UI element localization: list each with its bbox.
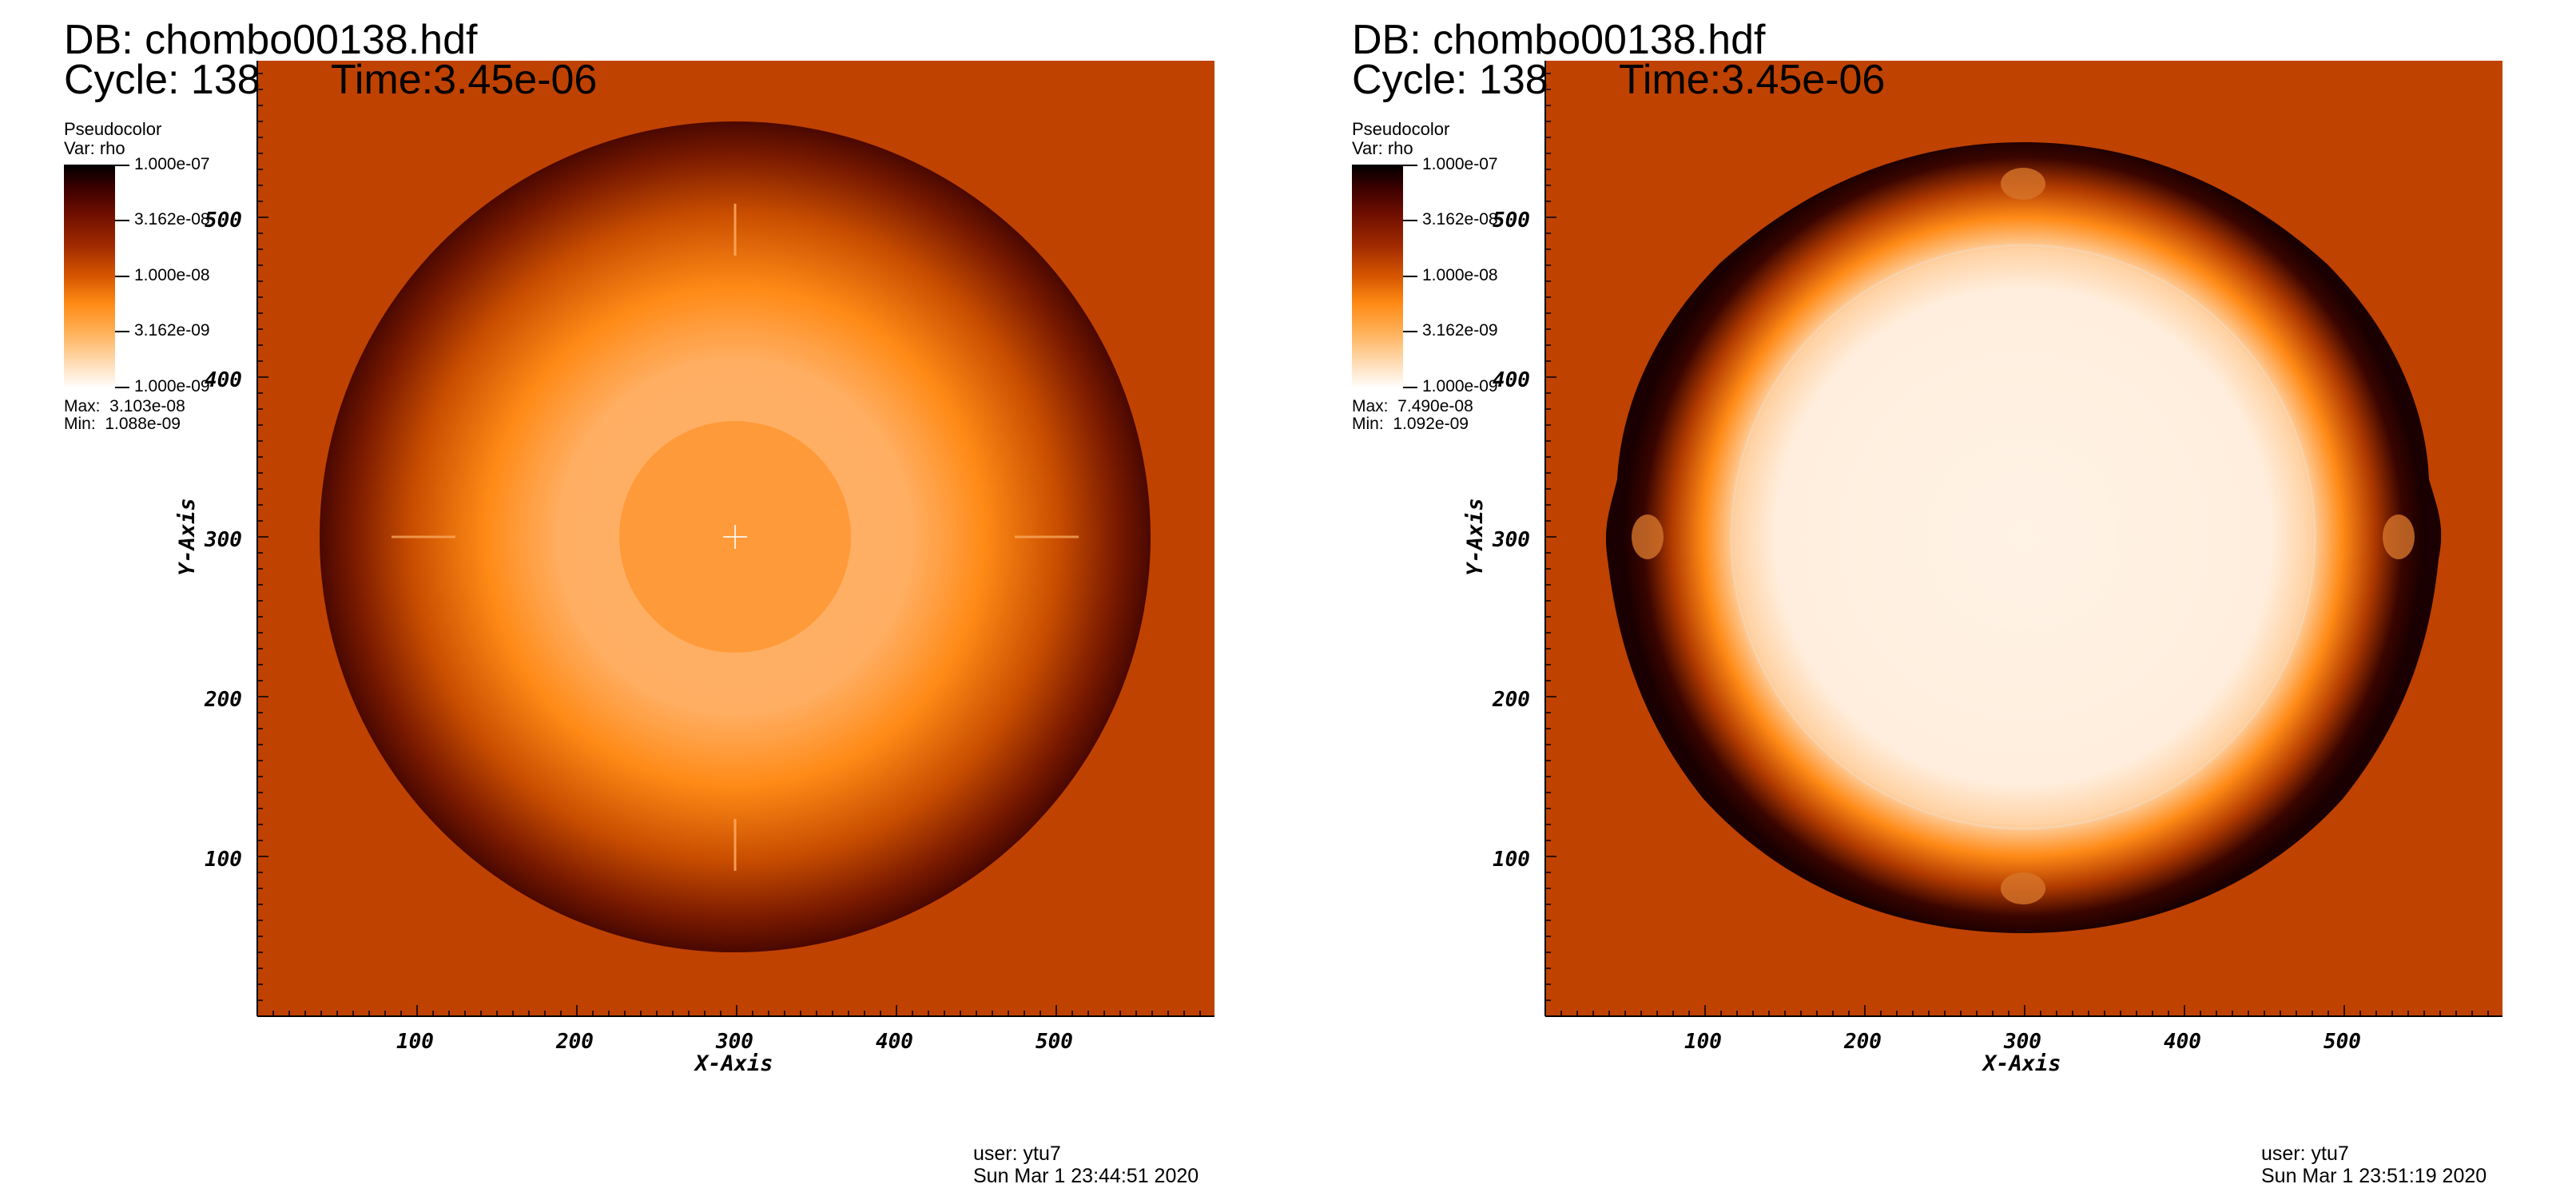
x-tick-label: 500 (1036, 1030, 1073, 1054)
colorbar-label: 3.162e-09 (1422, 321, 1498, 340)
colorbar-label: 1.000e-07 (1422, 155, 1498, 173)
x-tick-label: 300 (2004, 1030, 2041, 1054)
colorbar-label: 1.000e-08 (1422, 266, 1498, 284)
colorbar-label: 1.000e-08 (134, 266, 210, 284)
y-axis-title: Y-Axis (1462, 498, 1488, 576)
colorbar-label: 3.162e-09 (134, 321, 210, 340)
x-tick-label: 300 (716, 1030, 753, 1054)
x-tick-label: 400 (2164, 1030, 2201, 1054)
timestamp-label: Sun Mar 1 23:51:19 2020 (2261, 1165, 2487, 1187)
x-tick-label: 100 (396, 1030, 434, 1054)
colorbar (1352, 165, 1403, 388)
x-axis-title: X-Axis (695, 1051, 773, 1076)
blast-shell (1605, 142, 2442, 933)
y-tick-label: 400 (1493, 368, 1530, 392)
legend-min: Min: 1.088e-09 (64, 415, 181, 433)
plot-canvas-right (1544, 61, 2502, 1017)
plot-panel-left: DB: chombo00138.hdf Cycle: 138 Time:3.45… (64, 17, 1214, 1187)
legend-max: Max: 7.490e-08 (1352, 397, 1473, 415)
x-tick-label: 500 (2324, 1030, 2361, 1054)
colorbar (64, 165, 115, 388)
plot-panel-right: DB: chombo00138.hdf Cycle: 138 Time:3.45… (1288, 0, 2576, 1192)
legend-variable: Var: rho (64, 138, 125, 158)
colorbar-label: 1.000e-07 (134, 155, 210, 173)
y-tick-label: 200 (205, 688, 242, 712)
colorbar-label: 3.162e-08 (1422, 210, 1498, 228)
database-title: DB: chombo00138.hdf (1352, 17, 1766, 63)
cycle-label: Cycle: 138 (64, 57, 260, 103)
axis-ticks (1544, 73, 2489, 1017)
legend-plot-type: Pseudocolor (64, 119, 162, 139)
database-title: DB: chombo00138.hdf (64, 17, 478, 63)
timestamp-label: Sun Mar 1 23:44:51 2020 (973, 1165, 1199, 1187)
legend-plot-type: Pseudocolor (1352, 119, 1450, 139)
y-tick-label: 500 (205, 209, 242, 232)
y-tick-label: 300 (205, 528, 242, 552)
y-tick-label: 100 (205, 848, 242, 872)
axis-ticks (256, 73, 1201, 1017)
cycle-time-line: Cycle: 138 Time:3.45e-06 (1352, 57, 1885, 103)
y-tick-label: 300 (1493, 528, 1530, 552)
y-tick-label: 500 (1493, 209, 1530, 232)
cycle-time-line: Cycle: 138 Time:3.45e-06 (64, 57, 597, 103)
y-tick-label: 200 (1493, 688, 1530, 712)
legend-min: Min: 1.092e-09 (1352, 415, 1469, 433)
y-tick-label: 400 (205, 368, 242, 392)
plot-canvas-left (256, 61, 1214, 1017)
x-tick-label: 400 (876, 1030, 913, 1054)
legend-max: Max: 3.103e-08 (64, 397, 185, 415)
y-axis-title: Y-Axis (174, 498, 200, 576)
y-tick-label: 100 (1493, 848, 1530, 872)
x-axis-title: X-Axis (1983, 1051, 2061, 1076)
user-label: user: ytu7 (973, 1142, 1061, 1165)
cycle-label: Cycle: 138 (1352, 57, 1548, 103)
x-tick-label: 200 (556, 1030, 594, 1054)
x-tick-label: 100 (1684, 1030, 1722, 1054)
legend-variable: Var: rho (1352, 138, 1413, 158)
colorbar-label: 1.000e-09 (1422, 377, 1498, 395)
time-label: Time:3.45e-06 (331, 57, 598, 103)
user-label: user: ytu7 (2261, 1142, 2349, 1165)
inner-ring (1730, 244, 2316, 830)
colorbar-label: 1.000e-09 (134, 377, 210, 395)
time-label: Time:3.45e-06 (1619, 57, 1886, 103)
x-tick-label: 200 (1844, 1030, 1882, 1054)
colorbar-label: 3.162e-08 (134, 210, 210, 228)
